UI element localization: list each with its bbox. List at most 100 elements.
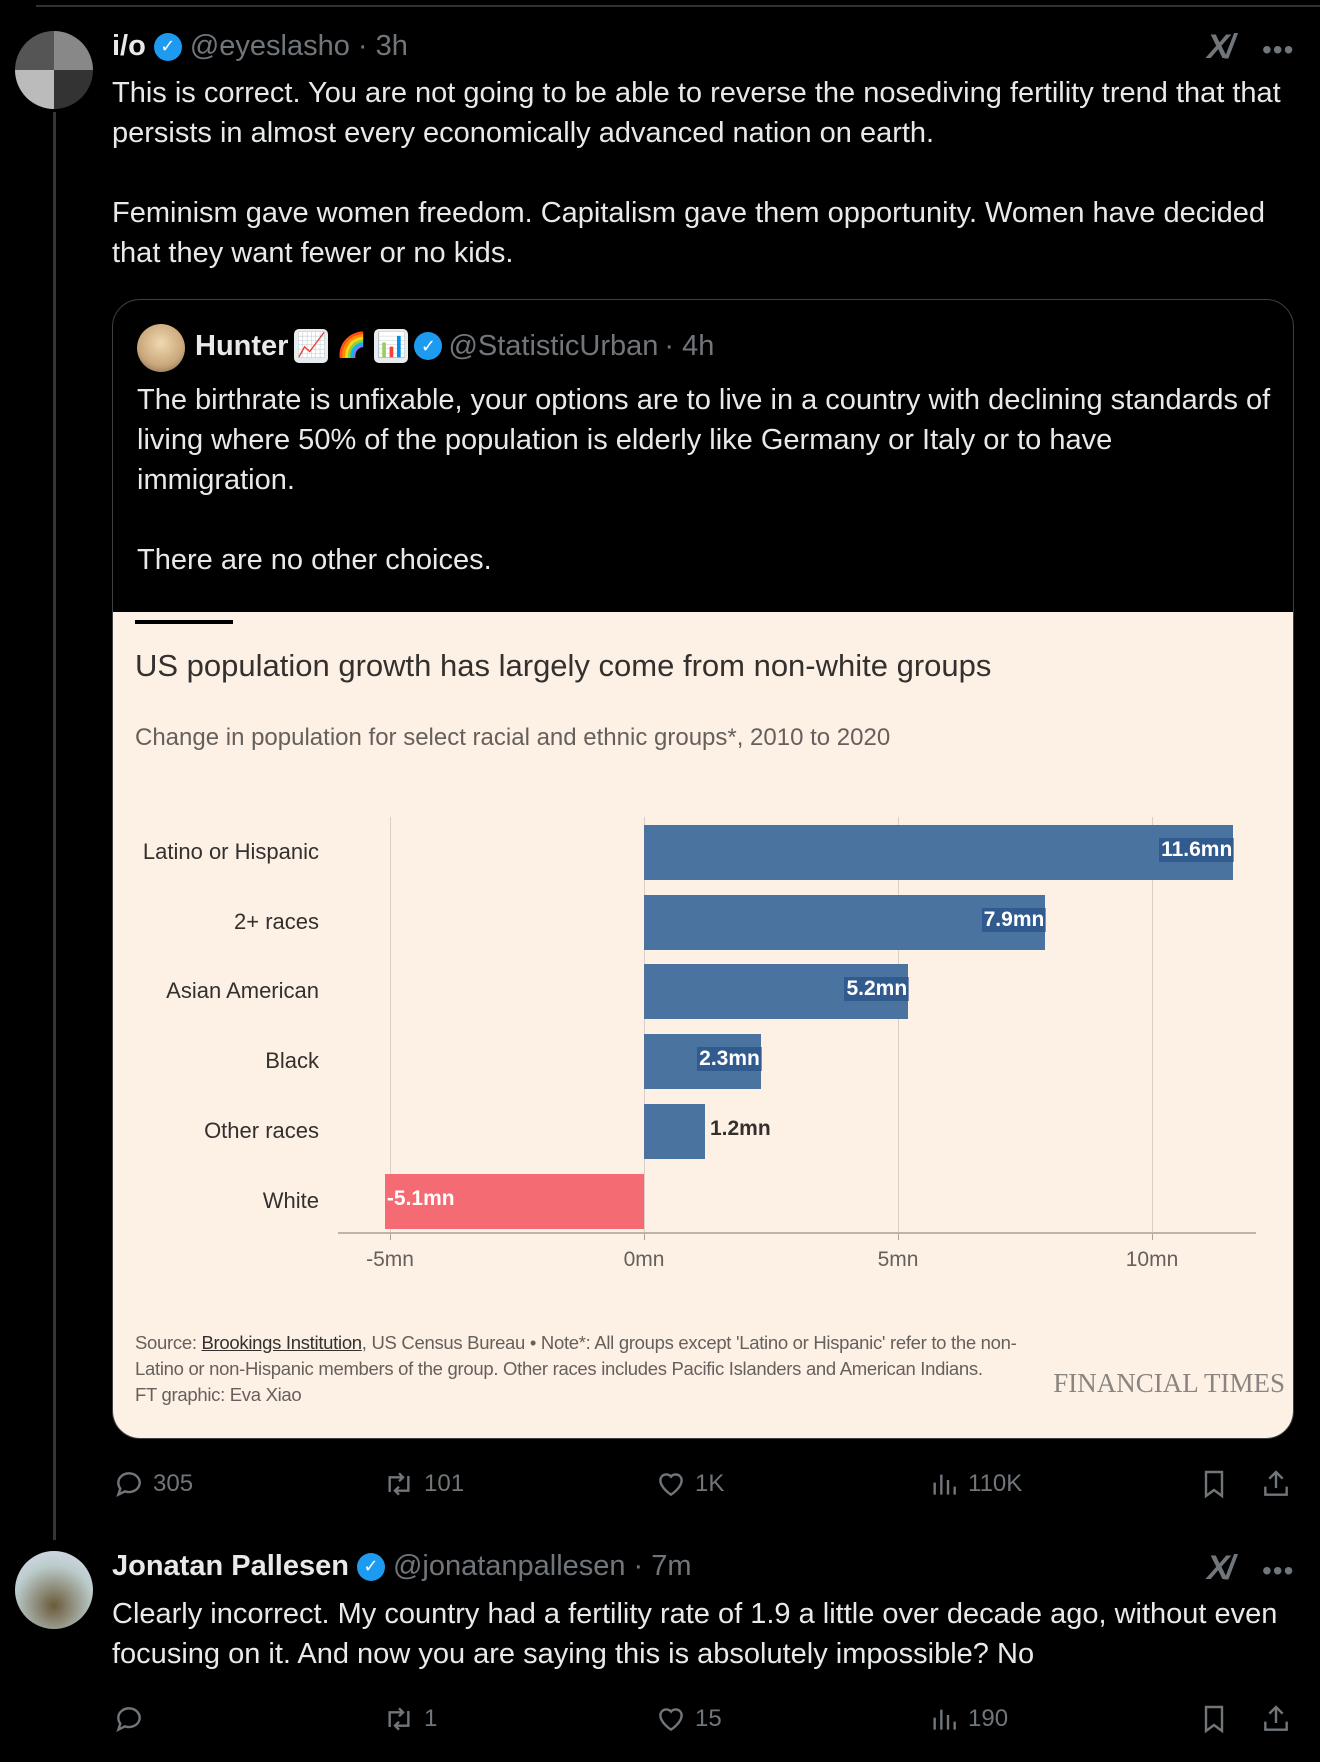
x-tick-mark xyxy=(644,1232,645,1240)
retweet-button[interactable]: 1 xyxy=(382,1703,437,1735)
views-count: 110K xyxy=(968,1470,1023,1497)
tweet-text: This is correct. You are not going to be… xyxy=(112,77,1281,269)
data-label: 7.9mn xyxy=(981,907,1047,932)
category-label: Latino or Hispanic xyxy=(142,839,319,864)
tweet-header: i/o ✓ @eyeslasho · 3h xyxy=(112,30,408,63)
chart-subtitle: Change in population for select racial a… xyxy=(135,724,891,751)
data-label: 11.6mn xyxy=(1159,838,1235,862)
quote-timestamp: · 4h xyxy=(664,329,715,362)
ft-logo: FINANCIAL TIMES xyxy=(1053,1368,1285,1398)
x-tick-label: 0mn xyxy=(623,1248,665,1271)
category-label: Black xyxy=(265,1048,319,1074)
x-tick-mark xyxy=(898,1232,899,1240)
bookmark-button[interactable] xyxy=(1198,1468,1230,1500)
views-icon xyxy=(933,1709,956,1730)
grok-icon[interactable]: X/ xyxy=(1207,1549,1235,1587)
chart-source: Source: Brookings Institution, US Census… xyxy=(135,1330,1025,1408)
category-label: White xyxy=(262,1187,319,1213)
more-icon[interactable]: ••• xyxy=(1262,34,1295,65)
bar xyxy=(384,1173,644,1229)
verified-badge-icon: ✓ xyxy=(153,32,182,61)
x-tick-label: -5mn xyxy=(366,1248,414,1271)
more-icon[interactable]: ••• xyxy=(1262,1555,1295,1586)
x-tick-mark xyxy=(390,1232,391,1240)
quote-header: Hunter 📈 🌈 📊 ✓ @StatisticUrban · 4h xyxy=(195,329,714,363)
gridline xyxy=(898,817,899,1232)
category-label: Other races xyxy=(204,1117,319,1143)
bookmark-icon xyxy=(1204,1705,1224,1734)
reply-button[interactable]: 305 xyxy=(113,1468,193,1500)
x-tick-label: 10mn xyxy=(1125,1248,1179,1271)
like-button[interactable]: 1K xyxy=(655,1468,724,1500)
author-name[interactable]: Jonatan Pallesen xyxy=(112,1550,349,1582)
gridline xyxy=(644,817,645,1232)
grok-icon[interactable]: X/ xyxy=(1207,28,1235,66)
views-button[interactable]: 110K xyxy=(928,1468,1022,1500)
category-label: Asian American xyxy=(166,978,319,1004)
tweet-text: Clearly incorrect. My country had a fert… xyxy=(112,1598,1286,1670)
source-link[interactable]: Brookings Institution xyxy=(201,1332,363,1353)
retweet-count: 101 xyxy=(424,1470,465,1497)
heart-icon xyxy=(659,1473,683,1497)
plot-area: -5mn 0mn 5mn 10mn Latino or Hispanic 11.6mn 2+… xyxy=(113,612,1293,1312)
share-button[interactable] xyxy=(1260,1468,1292,1500)
source-prefix: Source: xyxy=(135,1332,202,1353)
bar xyxy=(644,894,1046,950)
data-label: 2.3mn xyxy=(697,1047,762,1072)
gridline xyxy=(1152,817,1153,1232)
bar-chart-emoji-icon: 📊 xyxy=(374,329,409,363)
quote-author-handle: @StatisticUrban xyxy=(448,329,659,362)
reply-button[interactable] xyxy=(113,1703,153,1735)
divider xyxy=(36,5,1320,7)
quoted-tweet[interactable]: Hunter 📈 🌈 📊 ✓ @StatisticUrban · 4h The … xyxy=(112,299,1294,1439)
chart-credit: FT graphic: Eva Xiao xyxy=(135,1384,302,1405)
avatar-io[interactable] xyxy=(15,31,93,109)
timestamp[interactable]: · 3h xyxy=(357,30,408,62)
gridline xyxy=(390,817,391,1232)
bookmark-button[interactable] xyxy=(1198,1703,1230,1735)
retweet-icon xyxy=(388,1472,410,1496)
views-icon xyxy=(933,1474,956,1495)
verified-badge-icon: ✓ xyxy=(356,1552,385,1581)
quote-text: The birthrate is unfixable, your options… xyxy=(137,384,1271,576)
chart-title: US population growth has largely come fr… xyxy=(135,648,992,683)
reply-icon xyxy=(116,1472,141,1498)
ft-chart-image[interactable]: US population growth has largely come fr… xyxy=(113,612,1293,1438)
retweet-button[interactable]: 101 xyxy=(382,1468,464,1500)
like-button[interactable]: 15 xyxy=(655,1703,722,1735)
views-count: 190 xyxy=(968,1705,1009,1732)
views-button[interactable]: 190 xyxy=(928,1703,1008,1735)
bookmark-icon xyxy=(1204,1470,1224,1499)
data-label: 1.2mn xyxy=(709,1116,771,1140)
source-note: , US Census Bureau • Note*: All groups e… xyxy=(135,1332,1017,1379)
bar xyxy=(644,825,1234,880)
like-count: 15 xyxy=(695,1705,722,1732)
reply-count: 305 xyxy=(153,1470,194,1497)
author-name[interactable]: i/o xyxy=(112,30,146,62)
chart-increasing-emoji-icon: 📈 xyxy=(294,329,329,363)
retweet-icon xyxy=(388,1707,410,1731)
thread-line xyxy=(53,112,56,1540)
retweet-count: 1 xyxy=(424,1705,438,1732)
author-handle[interactable]: @eyeslasho xyxy=(189,30,350,62)
share-icon xyxy=(1264,1470,1288,1496)
heart-icon xyxy=(659,1708,683,1732)
x-tick-label: 5mn xyxy=(877,1248,919,1271)
data-label: -5.1mn xyxy=(386,1186,455,1210)
share-icon xyxy=(1264,1705,1288,1731)
reply-icon xyxy=(116,1707,141,1733)
verified-badge-icon: ✓ xyxy=(414,332,443,360)
avatar-hunter xyxy=(137,324,185,372)
data-label: 5.2mn xyxy=(844,977,910,1002)
timestamp[interactable]: · 7m xyxy=(633,1550,692,1582)
ft-accent-bar xyxy=(135,620,233,624)
tweet-header: Jonatan Pallesen ✓ @jonatanpallesen · 7m xyxy=(112,1550,692,1583)
quote-author-name: Hunter xyxy=(195,329,289,362)
x-tick-mark xyxy=(1152,1232,1153,1240)
share-button[interactable] xyxy=(1260,1703,1292,1735)
category-label: 2+ races xyxy=(234,908,319,934)
avatar-jonatan[interactable] xyxy=(15,1551,93,1629)
bar xyxy=(644,1103,705,1159)
author-handle[interactable]: @jonatanpallesen xyxy=(392,1550,626,1582)
x-axis-line xyxy=(338,1232,1256,1234)
